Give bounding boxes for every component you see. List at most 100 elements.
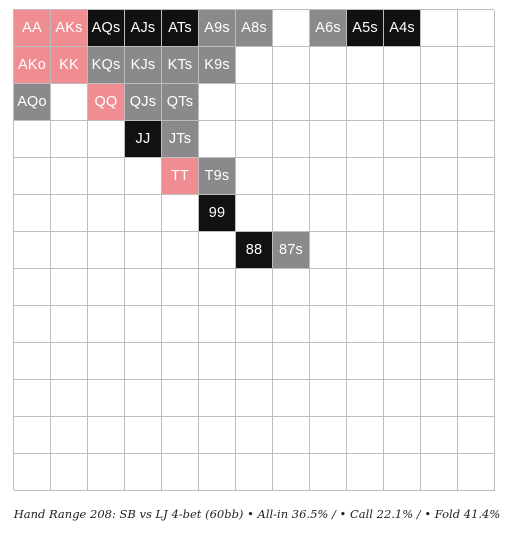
empty-cell [347, 195, 384, 232]
empty-cell [236, 417, 273, 454]
empty-cell [421, 417, 458, 454]
empty-cell [347, 121, 384, 158]
empty-cell [273, 454, 310, 491]
empty-cell [421, 84, 458, 121]
empty-cell [88, 121, 125, 158]
empty-cell [199, 380, 236, 417]
empty-cell [310, 454, 347, 491]
hand-cell-kk: KK [51, 47, 88, 84]
empty-cell [125, 454, 162, 491]
empty-cell [51, 269, 88, 306]
empty-cell [310, 158, 347, 195]
empty-cell [88, 232, 125, 269]
empty-cell [236, 343, 273, 380]
empty-cell [421, 306, 458, 343]
empty-cell [458, 10, 495, 47]
empty-cell [14, 380, 51, 417]
hand-cell-jj: JJ [125, 121, 162, 158]
empty-cell [310, 380, 347, 417]
empty-cell [310, 84, 347, 121]
hand-cell-aqo: AQo [14, 84, 51, 121]
empty-cell [51, 232, 88, 269]
empty-cell [310, 269, 347, 306]
empty-cell [51, 306, 88, 343]
empty-cell [310, 417, 347, 454]
empty-cell [273, 380, 310, 417]
empty-cell [273, 10, 310, 47]
empty-cell [273, 121, 310, 158]
empty-cell [236, 454, 273, 491]
hand-cell-qts: QTs [162, 84, 199, 121]
empty-cell [421, 195, 458, 232]
empty-cell [199, 343, 236, 380]
empty-cell [125, 195, 162, 232]
empty-cell [384, 121, 421, 158]
empty-cell [384, 47, 421, 84]
hand-cell-kjs: KJs [125, 47, 162, 84]
empty-cell [273, 47, 310, 84]
empty-cell [347, 417, 384, 454]
empty-cell [458, 269, 495, 306]
hand-cell-kqs: KQs [88, 47, 125, 84]
empty-cell [458, 343, 495, 380]
empty-cell [236, 47, 273, 84]
empty-cell [421, 121, 458, 158]
hand-cell-jts: JTs [162, 121, 199, 158]
empty-cell [14, 121, 51, 158]
empty-cell [125, 269, 162, 306]
hand-cell-ako: AKo [14, 47, 51, 84]
empty-cell [51, 380, 88, 417]
empty-cell [236, 84, 273, 121]
empty-cell [347, 47, 384, 84]
chart-caption: Hand Range 208: SB vs LJ 4-bet (60bb) • … [13, 507, 501, 521]
empty-cell [310, 195, 347, 232]
empty-cell [125, 232, 162, 269]
empty-cell [421, 343, 458, 380]
empty-cell [14, 195, 51, 232]
empty-cell [162, 269, 199, 306]
empty-cell [273, 417, 310, 454]
empty-cell [236, 306, 273, 343]
empty-cell [458, 195, 495, 232]
empty-cell [162, 454, 199, 491]
hand-cell-ats: ATs [162, 10, 199, 47]
empty-cell [458, 380, 495, 417]
empty-cell [347, 269, 384, 306]
empty-cell [458, 232, 495, 269]
empty-cell [162, 343, 199, 380]
empty-cell [273, 343, 310, 380]
empty-cell [14, 417, 51, 454]
empty-cell [125, 417, 162, 454]
empty-cell [51, 417, 88, 454]
empty-cell [310, 47, 347, 84]
empty-cell [199, 417, 236, 454]
hand-cell-t9s: T9s [199, 158, 236, 195]
empty-cell [273, 158, 310, 195]
hand-cell-qq: QQ [88, 84, 125, 121]
empty-cell [236, 121, 273, 158]
empty-cell [162, 195, 199, 232]
empty-cell [88, 195, 125, 232]
hand-cell-aqs: AQs [88, 10, 125, 47]
empty-cell [384, 306, 421, 343]
empty-cell [384, 380, 421, 417]
empty-cell [384, 195, 421, 232]
empty-cell [347, 380, 384, 417]
empty-cell [421, 380, 458, 417]
hand-cell-87s: 87s [273, 232, 310, 269]
empty-cell [347, 454, 384, 491]
empty-cell [236, 158, 273, 195]
empty-cell [51, 158, 88, 195]
empty-cell [458, 47, 495, 84]
empty-cell [310, 343, 347, 380]
empty-cell [347, 343, 384, 380]
empty-cell [14, 269, 51, 306]
empty-cell [14, 343, 51, 380]
empty-cell [347, 306, 384, 343]
empty-cell [384, 158, 421, 195]
hand-cell-aa: AA [14, 10, 51, 47]
empty-cell [88, 417, 125, 454]
hand-cell-aks: AKs [51, 10, 88, 47]
empty-cell [273, 195, 310, 232]
empty-cell [199, 269, 236, 306]
